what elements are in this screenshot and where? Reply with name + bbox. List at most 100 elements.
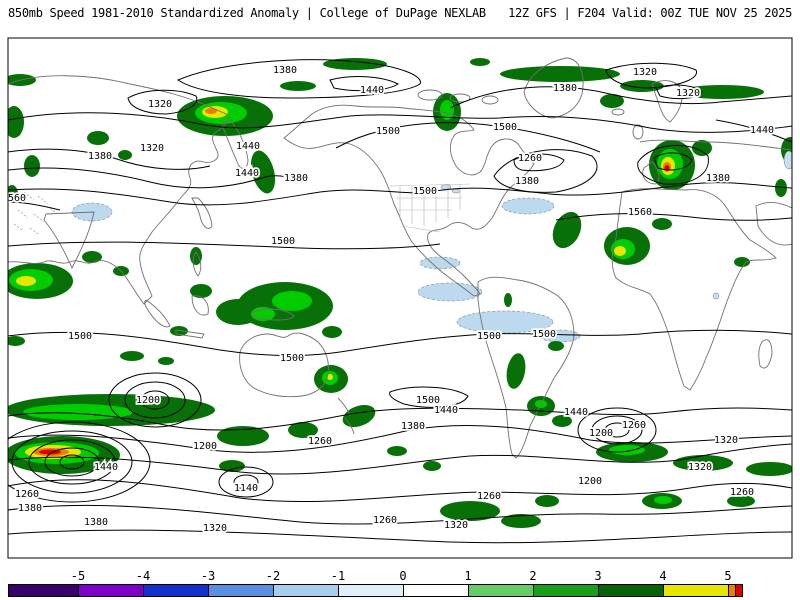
coast-kamchatka: [221, 119, 249, 169]
contour-label: 1500: [493, 122, 517, 133]
contour-label: 1380: [515, 176, 539, 187]
map-border: [7, 37, 793, 559]
colorbar-segment: [664, 585, 729, 596]
contour-label: 1320: [688, 462, 712, 473]
coast-arabia: [755, 201, 792, 246]
contour-label: 1440: [360, 85, 384, 96]
contour-label: 1440: [434, 405, 458, 416]
contour-label: 1320: [148, 99, 172, 110]
contour-label: 1380: [273, 65, 297, 76]
contour-label: 1320: [633, 67, 657, 78]
contour-label: 1440: [750, 125, 774, 136]
colorbar-gradient: [8, 584, 743, 597]
contour-label: 1500: [416, 395, 440, 406]
colorbar-segment: [274, 585, 339, 596]
contour-label: 1500: [280, 353, 304, 364]
contour-label: 1560: [2, 193, 26, 204]
colorbar-tick-label: 1: [464, 569, 472, 583]
contour-label: 1500: [376, 126, 400, 137]
coast-philippines: [192, 251, 202, 277]
colorbar-tick-label: -1: [330, 569, 346, 583]
contour-label: 1500: [413, 186, 437, 197]
coast-arctic-island: [449, 93, 471, 103]
contour-label: 1380: [18, 503, 42, 514]
coast-iceland: [611, 108, 625, 116]
colorbar: -5 -4 -3 -2 -1 0 1 2 3 4 5: [8, 569, 748, 599]
product-title: 850mb Speed 1981-2010 Standardized Anoma…: [8, 6, 486, 20]
contour-label: 1380: [88, 151, 112, 162]
state-country-borders: [11, 183, 471, 235]
contour-label: 1260: [622, 420, 646, 431]
contour-label: 1380: [84, 517, 108, 528]
colorbar-tick-label: -3: [200, 569, 216, 583]
contour-label: 1200: [578, 476, 602, 487]
contour-label: 1200: [193, 441, 217, 452]
coast-south-america: [477, 276, 575, 459]
colorbar-tick-label: -5: [70, 569, 86, 583]
coast-arctic-island: [481, 95, 499, 105]
colorbar-segment: [729, 585, 736, 596]
coast-java: [175, 329, 205, 339]
colorbar-segment: [534, 585, 599, 596]
contour-label: 1500: [477, 331, 501, 342]
contour-label: 1560: [628, 207, 652, 218]
coast-borneo: [191, 295, 209, 316]
contour-label: 1380: [553, 83, 577, 94]
header: 850mb Speed 1981-2010 Standardized Anoma…: [8, 6, 792, 20]
coast-africa: [611, 188, 777, 391]
colorbar-segment: [144, 585, 209, 596]
contour-label: 1260: [308, 436, 332, 447]
contour-label: 1260: [15, 489, 39, 500]
contour-label: 1500: [532, 329, 556, 340]
colorbar-tick-label: 3: [594, 569, 602, 583]
coastlines: [8, 57, 792, 459]
colorbar-segment: [339, 585, 404, 596]
contour-label: 1440: [235, 168, 259, 179]
model-run-info: 12Z GFS | F204 Valid: 00Z TUE NOV 25 202…: [508, 6, 792, 20]
coast-australia: [239, 332, 329, 398]
contour-label: 1200: [589, 428, 613, 439]
colorbar-segment: [599, 585, 664, 596]
lake-victoria: [712, 292, 720, 300]
colorbar-tick-labels: -5 -4 -3 -2 -1 0 1 2 3 4 5: [8, 569, 748, 583]
coast-asia: [8, 75, 229, 305]
coast-japan: [191, 197, 213, 229]
contour-label: 1380: [706, 173, 730, 184]
contour-label: 1260: [373, 515, 397, 526]
colorbar-segment: [209, 585, 274, 596]
colorbar-segment: [79, 585, 144, 596]
colorbar-segment: [9, 585, 79, 596]
negative-anomaly-shading: [71, 197, 581, 343]
contour-label: 1440: [236, 141, 260, 152]
caspian-sea: [783, 150, 792, 170]
contour-label: 1200: [136, 395, 160, 406]
coast-greenland: [523, 57, 584, 119]
colorbar-tick-label: 2: [529, 569, 537, 583]
colorbar-segment: [736, 585, 742, 596]
coast-new-guinea: [251, 308, 295, 321]
contour-label: 1500: [68, 331, 92, 342]
colorbar-tick-label: -4: [135, 569, 151, 583]
coast-madagascar: [758, 339, 773, 369]
contour-label: 1380: [284, 173, 308, 184]
colorbar-tick-label: 4: [659, 569, 667, 583]
colorbar-segment: [404, 585, 469, 596]
contour-label: 1320: [444, 520, 468, 531]
contour-label: 1320: [676, 88, 700, 99]
contour-label: 1380: [401, 421, 425, 432]
contour-label: 1320: [714, 435, 738, 446]
coast-sumatra: [144, 299, 171, 328]
contour-label: 1140: [234, 483, 258, 494]
colorbar-tick-label: 0: [399, 569, 407, 583]
contour-label: 1320: [203, 523, 227, 534]
contour-label: 1440: [564, 407, 588, 418]
contour-label: 1440: [94, 462, 118, 473]
coast-arctic-island: [417, 89, 443, 101]
colorbar-tick-label: 5: [724, 569, 732, 583]
great-lakes: [451, 188, 461, 194]
contour-label: 1260: [730, 487, 754, 498]
colorbar-segment: [469, 585, 534, 596]
contour-label: 1260: [477, 491, 501, 502]
